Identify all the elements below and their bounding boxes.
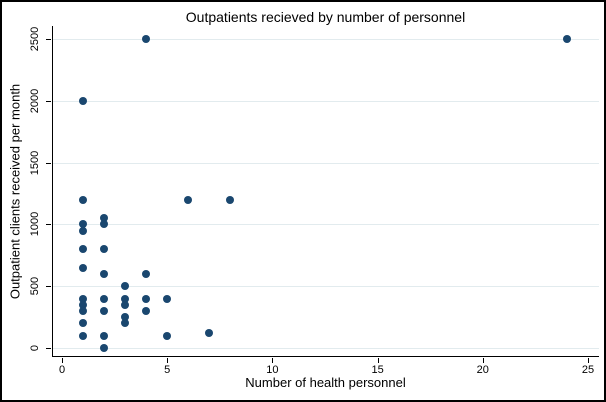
gridline [53,162,599,164]
y-tick [46,39,51,40]
data-point [142,35,151,43]
y-tick-label: 1500 [29,150,41,175]
x-tick-label: 20 [476,364,489,376]
y-tick [46,100,51,102]
data-point [79,319,88,328]
y-tick-label: 2000 [29,88,41,114]
gridline [53,224,599,226]
y-axis-title: Outpatient clients received per month [7,83,23,300]
x-tick [272,358,274,363]
data-point [79,331,88,340]
data-point [79,300,88,309]
chart-title: Outpatients recieved by number of person… [185,9,466,25]
data-point [100,269,109,278]
data-point [184,195,193,204]
data-point [100,331,109,340]
y-tick [46,224,51,226]
data-point [100,214,109,223]
x-tick-label: 25 [581,364,595,376]
gridline [53,286,599,288]
data-point [100,344,109,352]
data-point [100,245,109,254]
data-point [142,306,151,315]
data-point [100,220,109,229]
data-point [79,220,88,229]
data-point [205,329,214,338]
data-point [121,319,130,328]
gridline [53,39,599,40]
y-tick-label: 0 [29,344,41,352]
x-tick [62,358,63,363]
x-tick [588,358,589,363]
data-point [121,294,130,303]
data-point [121,282,130,291]
x-axis-title: Number of health personnel [245,375,406,390]
data-point [163,331,172,340]
data-point [163,294,172,303]
data-point [79,96,88,105]
data-point [142,294,151,303]
y-tick-label: 2500 [29,26,41,52]
data-point [100,294,109,303]
data-point [79,294,88,303]
x-tick [167,358,169,363]
y-tick [46,286,51,288]
data-point [100,306,109,315]
y-tick-label: 1000 [29,212,41,237]
x-tick [482,358,484,363]
y-tick [46,162,51,164]
data-point [142,269,151,278]
x-tick-label: 10 [266,364,279,376]
data-point [562,35,571,43]
data-point [79,195,88,204]
gridline [53,100,599,102]
data-point [79,263,88,272]
y-tick-label: 500 [29,277,41,296]
gridline [53,348,599,349]
plot-area [52,26,599,357]
x-tick [377,358,379,363]
data-point [79,245,88,254]
x-tick-label: 0 [58,364,66,376]
data-point [121,313,130,322]
data-point [79,226,88,235]
data-point [121,300,130,309]
y-tick [46,348,51,349]
x-tick-label: 15 [371,364,384,376]
x-tick-label: 5 [164,364,171,376]
data-point [79,306,88,315]
data-point [226,195,235,204]
